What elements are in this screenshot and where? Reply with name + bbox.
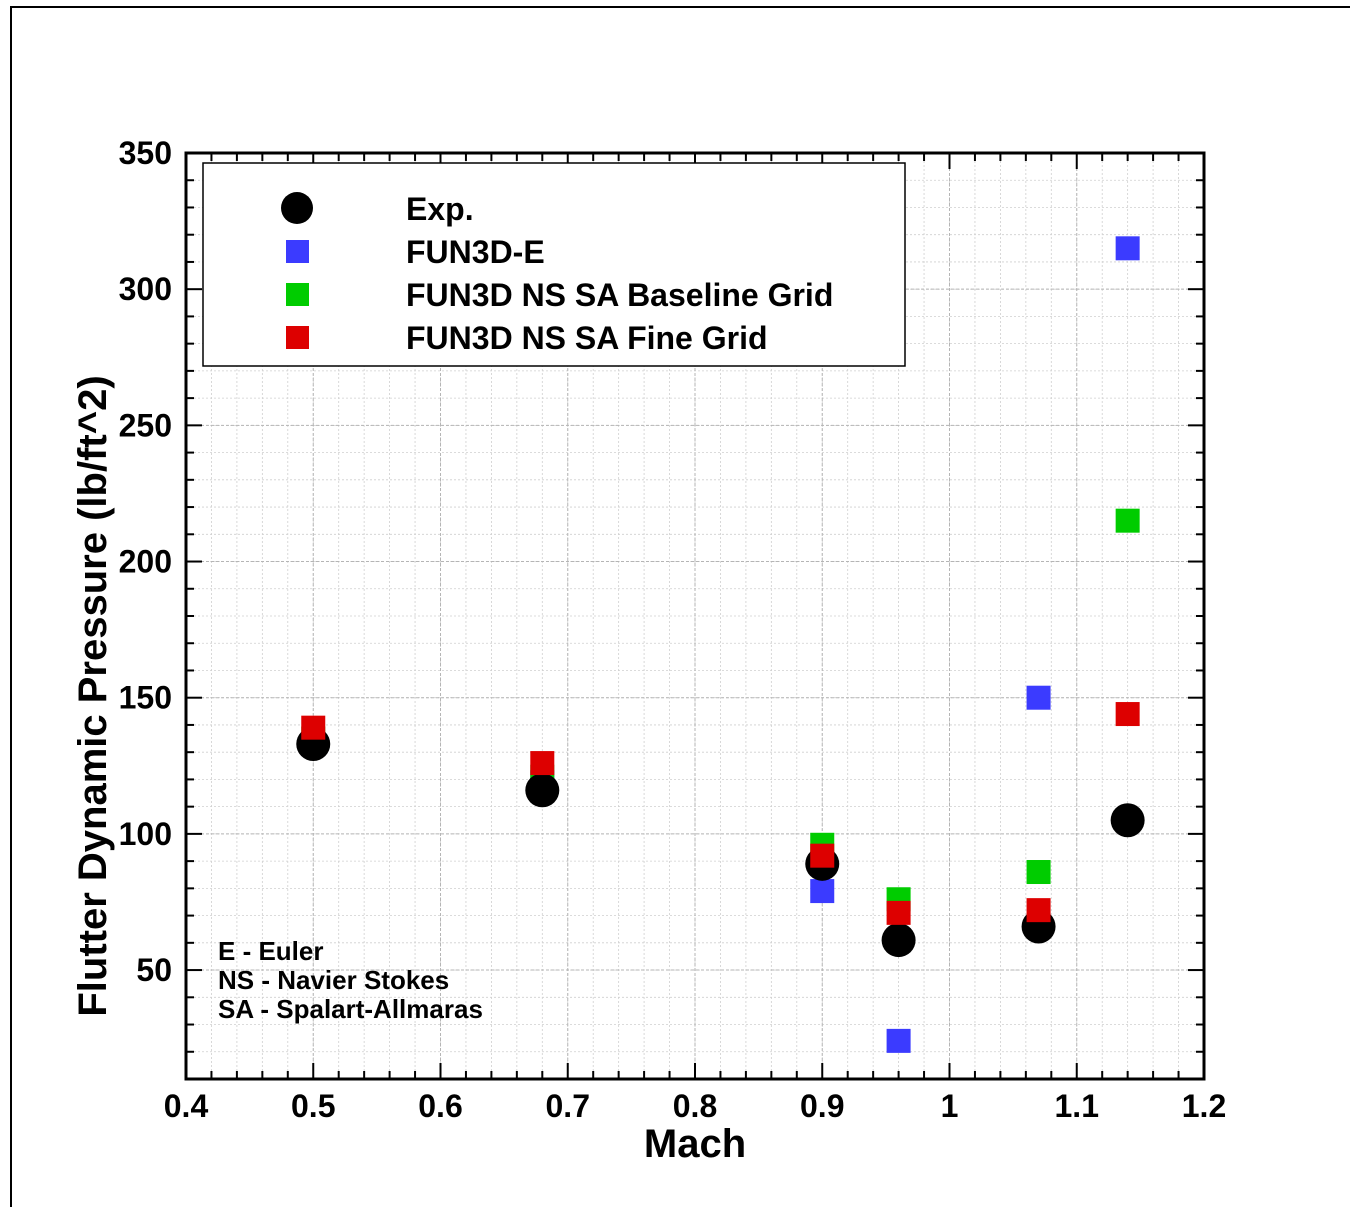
legend-marker-circle <box>281 192 313 224</box>
x-tick-label: 1 <box>941 1088 959 1124</box>
plot-area-border <box>184 151 1206 1081</box>
y-tick-label: 100 <box>119 816 172 852</box>
x-tick-label: 0.4 <box>164 1088 209 1124</box>
abbreviation-note: NS - Navier Stokes <box>218 965 449 995</box>
legend-marker-square <box>286 283 309 306</box>
data-point-ns-sa-baseline <box>1026 860 1051 885</box>
x-tick-label: 1.1 <box>1055 1088 1099 1124</box>
data-point-ns-sa-fine <box>810 843 835 868</box>
x-tick-label: 0.8 <box>673 1088 717 1124</box>
data-point-exp <box>1110 803 1145 838</box>
x-tick-label: 0.6 <box>418 1088 462 1124</box>
legend-marker-square <box>286 240 309 263</box>
x-tick-label: 0.9 <box>800 1088 844 1124</box>
data-point-ns-sa-fine <box>301 715 326 740</box>
y-tick-label: 50 <box>136 952 172 988</box>
y-tick-label: 300 <box>119 271 172 307</box>
x-tick-label: 0.5 <box>291 1088 335 1124</box>
abbreviation-note: E - Euler <box>218 936 323 966</box>
legend-label: FUN3D NS SA Fine Grid <box>406 320 768 356</box>
data-point-fun3d-e <box>886 1028 911 1053</box>
x-tick-label: 1.2 <box>1182 1088 1226 1124</box>
data-point-ns-sa-fine <box>1115 702 1140 727</box>
abbreviation-note: SA - Spalart-Allmaras <box>218 994 483 1024</box>
legend-label: FUN3D-E <box>406 234 545 270</box>
y-tick-label: 200 <box>119 544 172 580</box>
x-tick-labels: 0.4 0.5 0.6 0.7 0.8 0.9 1 1.1 1.2 <box>164 1088 1226 1124</box>
x-tick-label: 0.7 <box>546 1088 590 1124</box>
data-point-ns-sa-fine <box>886 900 911 925</box>
legend-box <box>202 162 906 367</box>
legend-label: Exp. <box>406 191 474 227</box>
data-point-ns-sa-fine <box>1026 898 1051 923</box>
data-marks <box>296 236 1145 1053</box>
data-point-exp <box>525 773 560 808</box>
y-axis-title: Flutter Dynamic Pressure (lb/ft^2) <box>71 375 115 1016</box>
data-point-fun3d-e <box>1115 236 1140 261</box>
data-point-fun3d-e <box>1026 685 1051 710</box>
legend-marker-square <box>286 326 309 349</box>
y-tick-label: 350 <box>119 135 172 171</box>
data-point-ns-sa-fine <box>530 751 555 776</box>
x-axis-title: Mach <box>644 1122 746 1166</box>
data-point-fun3d-e <box>810 879 835 904</box>
legend: Exp. FUN3D-E FUN3D NS SA Baseline Grid FUN3… <box>202 162 906 367</box>
data-point-ns-sa-baseline <box>1115 508 1140 533</box>
data-point-exp <box>881 923 916 958</box>
y-tick-labels: 50 100 150 200 250 300 350 <box>119 135 172 988</box>
y-tick-label: 150 <box>119 680 172 716</box>
y-tick-label: 250 <box>119 407 172 443</box>
legend-label: FUN3D NS SA Baseline Grid <box>406 277 833 313</box>
